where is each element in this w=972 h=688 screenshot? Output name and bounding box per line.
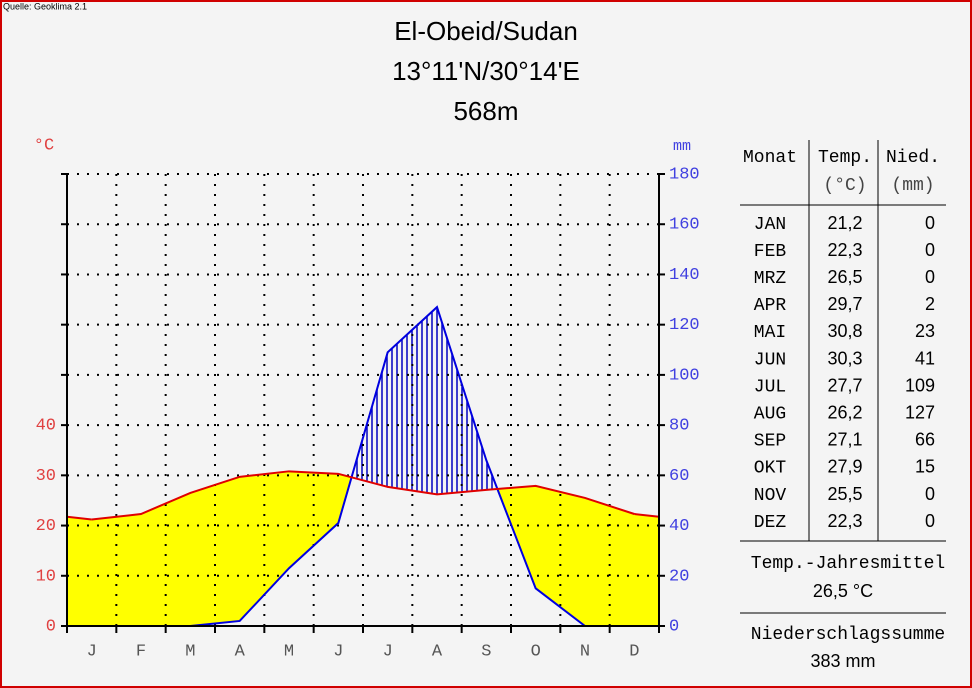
month-cell: APR bbox=[754, 296, 787, 316]
y2-tick-label: 60 bbox=[669, 467, 689, 486]
month-cell: JUL bbox=[754, 377, 786, 397]
y2-tick-label: 160 bbox=[669, 216, 700, 235]
x-tick-label: M bbox=[185, 642, 195, 661]
source: Quelle: Geoklima 2.1 bbox=[3, 1, 87, 11]
table-header: Monat bbox=[743, 148, 797, 168]
x-tick-label: O bbox=[531, 642, 541, 661]
month-cell: AUG bbox=[754, 404, 786, 424]
annual-value: 26,5 °C bbox=[813, 581, 873, 601]
x-tick-label: J bbox=[383, 642, 393, 661]
month-cell: JAN bbox=[754, 215, 786, 235]
y2-tick-label: 0 bbox=[669, 617, 679, 636]
month-cell: DEZ bbox=[754, 513, 787, 533]
precip-cell: 109 bbox=[905, 375, 935, 395]
annual-label: Temp.-Jahresmittel bbox=[751, 554, 945, 574]
month-cell: NOV bbox=[754, 486, 787, 506]
y2-tick-label: 140 bbox=[669, 266, 700, 285]
precip-cell: 0 bbox=[925, 484, 935, 504]
precip-cell: 15 bbox=[915, 457, 935, 477]
temp-cell: 30,3 bbox=[827, 348, 862, 368]
temp-cell: 27,7 bbox=[827, 375, 862, 395]
x-tick-label: A bbox=[432, 642, 443, 661]
precip-cell: 0 bbox=[925, 267, 935, 287]
subtitle: 13°11'N/30°14'E bbox=[392, 56, 580, 86]
line-wrap bbox=[66, 515, 92, 521]
y-tick-label: 40 bbox=[36, 417, 56, 436]
y2-tick-label: 40 bbox=[669, 517, 689, 536]
month-cell: JUN bbox=[754, 350, 786, 370]
temp-cell: 26,5 bbox=[827, 267, 862, 287]
temp-cell: 21,2 bbox=[827, 213, 862, 233]
y2-tick-label: 20 bbox=[669, 567, 689, 586]
humid-area bbox=[67, 307, 659, 520]
precip-cell: 23 bbox=[915, 321, 935, 341]
x-tick-label: A bbox=[235, 642, 246, 661]
table-header: (mm) bbox=[891, 176, 934, 196]
x-tick-label: N bbox=[580, 642, 590, 661]
x-tick-label: J bbox=[87, 642, 97, 661]
temp-cell: 25,5 bbox=[827, 484, 862, 504]
table-header: Temp. bbox=[818, 148, 872, 168]
y-axis-label: °C bbox=[34, 136, 54, 155]
temp-cell: 22,3 bbox=[827, 240, 862, 260]
precip-cell: 127 bbox=[905, 402, 935, 422]
y-tick-label: 30 bbox=[36, 467, 56, 486]
subtitle: 568m bbox=[453, 96, 518, 126]
y2-tick-label: 80 bbox=[669, 417, 689, 436]
y-tick-label: 10 bbox=[36, 567, 56, 586]
month-cell: MAI bbox=[754, 323, 786, 343]
y2-tick-label: 100 bbox=[669, 366, 700, 385]
y-tick-label: 20 bbox=[36, 517, 56, 536]
annual-label: Niederschlagssumme bbox=[751, 625, 945, 645]
x-tick-label: S bbox=[481, 642, 491, 661]
month-cell: OKT bbox=[754, 459, 787, 479]
chart-title: El-Obeid/Sudan bbox=[394, 16, 578, 46]
y-tick-label: 0 bbox=[46, 617, 56, 636]
temp-cell: 27,9 bbox=[827, 457, 862, 477]
precip-cell: 41 bbox=[915, 348, 935, 368]
precip-cell: 2 bbox=[925, 294, 935, 314]
table-header: (°C) bbox=[823, 176, 866, 196]
table: Monat Temp. (°C) Nied. (mm) Temp.-Jahres… bbox=[740, 140, 946, 671]
temp-line bbox=[91, 470, 635, 521]
y2-axis-label: mm bbox=[673, 138, 691, 155]
x-tick-label: D bbox=[629, 642, 639, 661]
month-cell: SEP bbox=[754, 432, 786, 452]
y2-tick-label: 180 bbox=[669, 165, 700, 184]
temp-cell: 27,1 bbox=[827, 430, 862, 450]
y2-tick-label: 120 bbox=[669, 316, 700, 335]
precip-cell: 66 bbox=[915, 430, 935, 450]
precip-cell: 0 bbox=[925, 511, 935, 531]
precip-cell: 0 bbox=[925, 213, 935, 233]
month-cell: MRZ bbox=[754, 269, 787, 289]
temp-cell: 26,2 bbox=[827, 402, 862, 422]
annual-value: 383 mm bbox=[810, 651, 875, 671]
temp-cell: 29,7 bbox=[827, 294, 862, 314]
precip-cell: 0 bbox=[925, 240, 935, 260]
x-tick-label: F bbox=[136, 642, 146, 661]
x-tick-label: M bbox=[284, 642, 294, 661]
month-cell: FEB bbox=[754, 242, 787, 262]
temp-cell: 30,8 bbox=[827, 321, 862, 341]
temp-cell: 22,3 bbox=[827, 511, 862, 531]
table-header: Nied. bbox=[886, 148, 940, 168]
line-wrap bbox=[634, 513, 660, 518]
x-tick-label: J bbox=[333, 642, 343, 661]
